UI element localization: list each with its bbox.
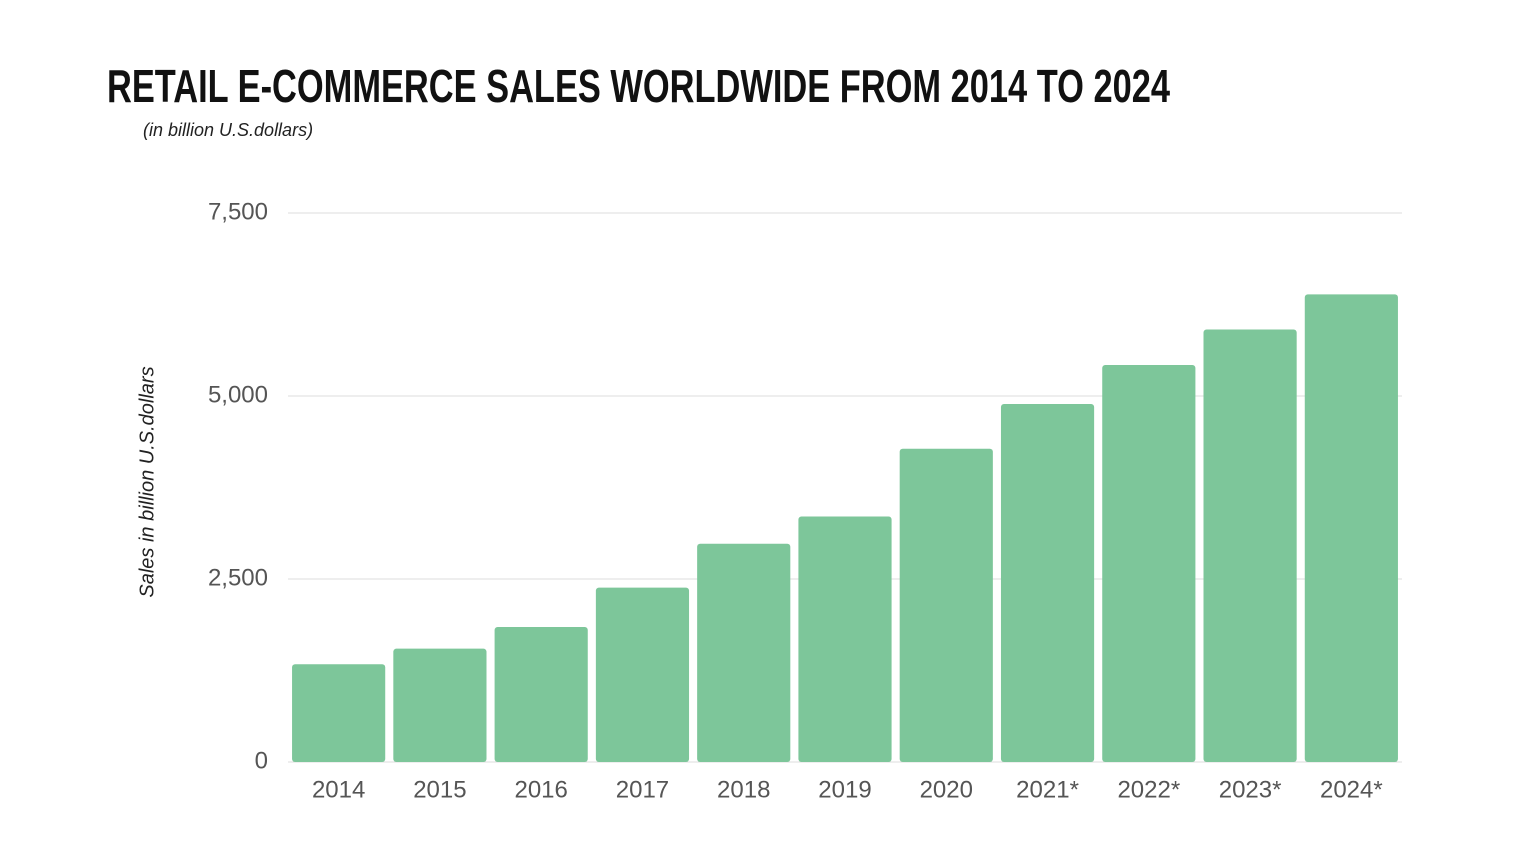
bar xyxy=(798,516,892,762)
x-tick-label: 2019 xyxy=(818,776,871,803)
x-tick-label: 2023* xyxy=(1219,776,1282,803)
bar xyxy=(292,664,386,762)
bar xyxy=(1304,294,1398,762)
x-tick-label: 2018 xyxy=(717,776,770,803)
y-tick-label: 5,000 xyxy=(208,381,268,408)
x-tick-label: 2017 xyxy=(616,776,669,803)
bar xyxy=(393,648,487,762)
x-tick-label: 2015 xyxy=(413,776,466,803)
y-tick-label: 7,500 xyxy=(208,198,268,225)
bar xyxy=(697,543,791,762)
bar xyxy=(1203,329,1297,762)
x-tick-label: 2021* xyxy=(1016,776,1079,803)
bar xyxy=(1000,403,1095,762)
y-tick-label: 0 xyxy=(255,747,268,774)
chart-subtitle: (in billion U.S.dollars) xyxy=(143,120,313,140)
bar xyxy=(494,626,588,762)
x-tick-label: 2020 xyxy=(920,776,973,803)
x-tick-label: 2014 xyxy=(312,776,365,803)
y-axis-label: Sales in billion U.S.dollars xyxy=(136,366,158,597)
x-tick-label: 2016 xyxy=(514,776,567,803)
x-tick-label: 2024* xyxy=(1320,776,1383,803)
y-tick-label: 2,500 xyxy=(208,564,268,591)
bar xyxy=(1102,364,1196,762)
chart-title: RETAIL E-COMMERCE SALES WORLDWIDE FROM 2… xyxy=(107,60,1170,112)
bar xyxy=(899,448,993,762)
bar xyxy=(595,587,690,762)
x-tick-label: 2022* xyxy=(1117,776,1180,803)
